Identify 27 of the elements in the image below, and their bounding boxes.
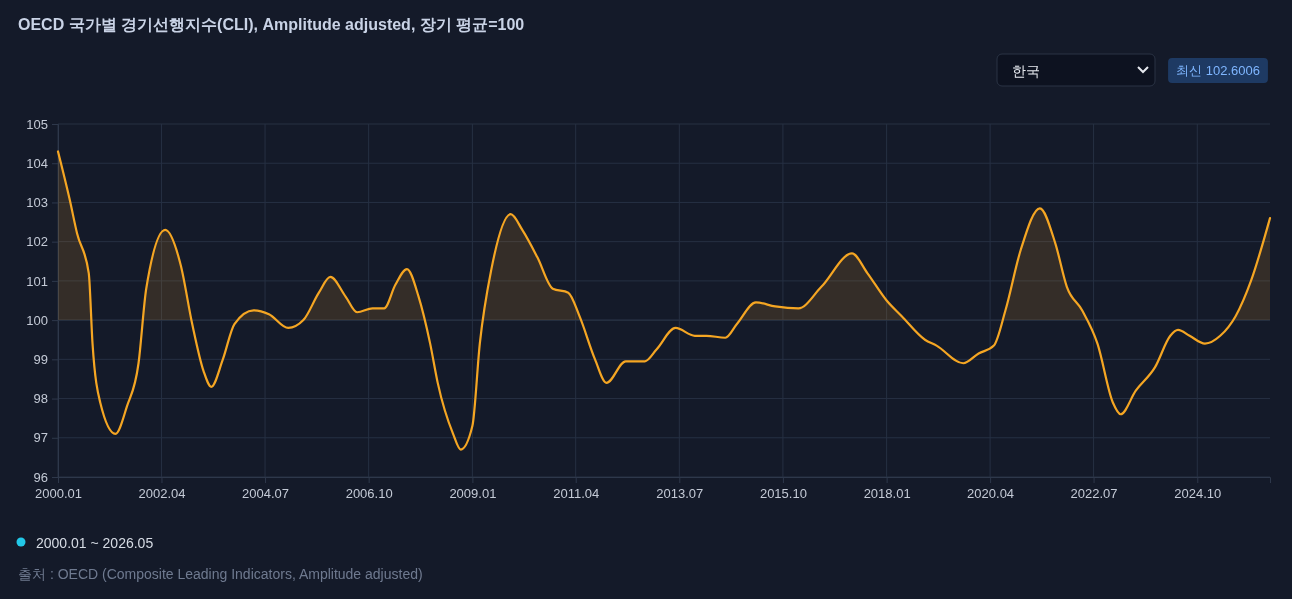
x-tick-label: 2015.10 — [759, 486, 807, 502]
y-tick-label: 103 — [26, 195, 48, 211]
source-note: 출처 : OECD (Composite Leading Indicators, Amplitude adjusted) — [18, 566, 423, 582]
x-tick-label: 2004.07 — [242, 486, 290, 502]
y-tick-label: 100 — [26, 312, 48, 328]
x-tick-label: 2000.01 — [35, 486, 82, 502]
y-tick-label: 99 — [33, 351, 48, 367]
country-select: 한국 — [996, 53, 1156, 87]
y-tick-label: 96 — [33, 469, 48, 485]
y-tick-label: 104 — [26, 155, 48, 171]
y-tick-label: 97 — [33, 430, 48, 446]
y-tick-label: 105 — [26, 116, 48, 132]
chart-title: OECD 국가별 경기선행지수(CLI), Amplitude adjusted, 장기 평균=100 — [18, 16, 525, 33]
x-tick-label: 2024.10 — [1174, 486, 1222, 502]
x-tick-label: 2013.07 — [656, 486, 704, 502]
x-tick-label: 2022.07 — [1070, 486, 1118, 502]
text: 최신 102.6006 — [1176, 63, 1260, 78]
x-tick-label: 2006.10 — [345, 486, 393, 502]
y-tick-label: 98 — [33, 391, 48, 407]
x-tick-label: 2011.04 — [553, 486, 600, 502]
y-tick-label: 102 — [26, 234, 48, 250]
x-tick-label: 2009.01 — [449, 486, 497, 502]
x-tick-label: 2020.04 — [967, 486, 1015, 502]
x-tick-label: 2018.01 — [863, 486, 911, 502]
text: 2000.01 ~ 2026.05 — [36, 535, 154, 551]
y-tick-label: 101 — [26, 273, 48, 289]
x-tick-label: 2002.04 — [138, 486, 186, 502]
